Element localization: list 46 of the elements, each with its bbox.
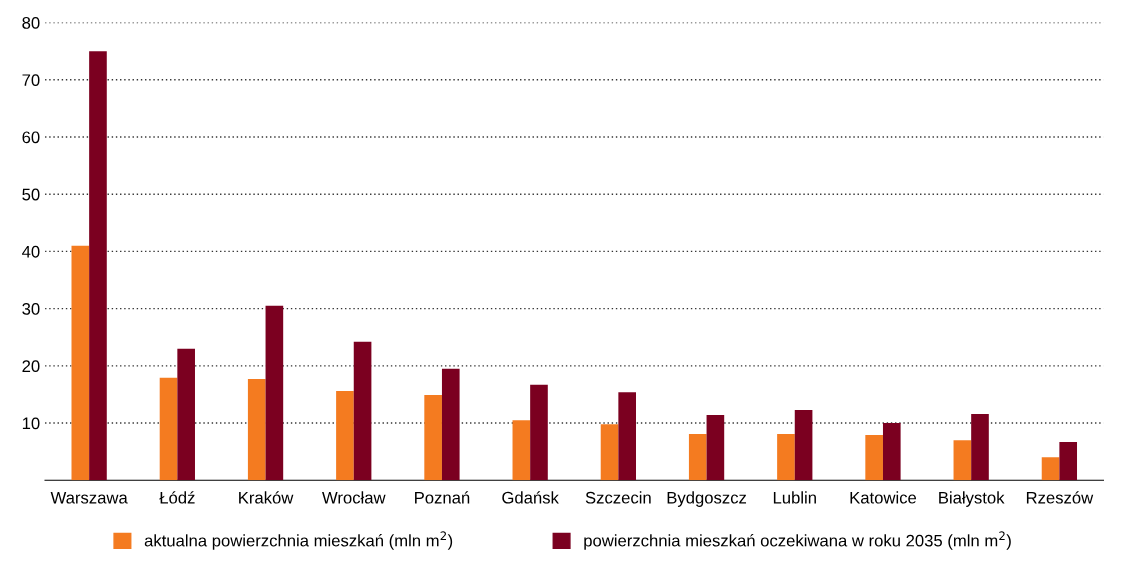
y-tick-label: 30 xyxy=(22,303,40,315)
bar xyxy=(512,420,531,481)
x-tick-label: Szczecin xyxy=(585,491,651,504)
x-tick-label: Łódź xyxy=(159,491,195,504)
y-tick-label: 60 xyxy=(22,131,40,144)
y-tick-label: 40 xyxy=(22,245,40,258)
bar xyxy=(265,305,284,481)
bar xyxy=(618,392,636,481)
bar xyxy=(177,348,195,481)
x-tick-label: Bydgoszcz xyxy=(667,491,747,507)
y-tick-label: 80 xyxy=(22,17,40,29)
bar xyxy=(953,440,972,481)
bar xyxy=(688,433,707,481)
bar xyxy=(71,245,90,481)
x-tick-label: Białystok xyxy=(939,491,1005,507)
x-tick-label: Wrocław xyxy=(322,491,386,504)
bar xyxy=(1041,457,1060,481)
x-tick-label: Kraków xyxy=(239,491,294,504)
bar xyxy=(336,391,354,481)
legend-label: powierzchnia mieszkań oczekiwana w roku 2035 (mln m$^{2}$) xyxy=(584,531,1011,550)
bar xyxy=(159,377,178,481)
x-tick-label: Poznań xyxy=(415,491,470,504)
y-tick-label: 10 xyxy=(22,417,40,430)
x-tick-label: Rzeszów xyxy=(1026,491,1094,504)
x-tick-label: Gdańsk xyxy=(502,491,559,504)
y-tick-label: 70 xyxy=(22,74,40,87)
y-tick-label: 20 xyxy=(22,360,40,373)
bar xyxy=(89,51,107,481)
bar xyxy=(794,409,813,481)
bar xyxy=(882,423,901,481)
bar xyxy=(706,415,725,481)
bar xyxy=(530,384,548,481)
bar xyxy=(865,435,883,481)
bar xyxy=(600,424,619,481)
bar xyxy=(424,395,442,481)
bar xyxy=(247,378,266,481)
x-tick-label: Warszawa xyxy=(50,491,128,504)
legend-label: aktualna powierzchnia mieszkań (mln m$^{2}$) xyxy=(144,531,453,550)
x-tick-label: Katowice xyxy=(850,491,917,504)
bar xyxy=(777,433,795,481)
bar xyxy=(353,341,372,481)
y-tick-label: 50 xyxy=(22,188,40,201)
x-tick-label: Lublin xyxy=(773,491,816,504)
bar xyxy=(1059,441,1078,481)
bar xyxy=(441,368,460,481)
bar xyxy=(971,413,989,481)
